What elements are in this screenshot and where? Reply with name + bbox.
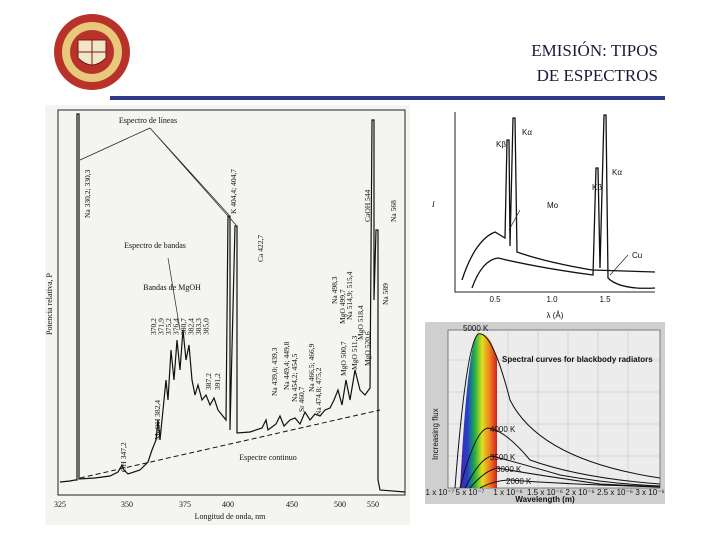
title-rule: [110, 96, 665, 100]
x-tick-label: 1.5 x 10⁻⁶: [527, 488, 563, 497]
x-axis-label: λ (Å): [547, 311, 564, 320]
x-axis-label: Wavelength (m): [515, 495, 575, 504]
peak-label: 391,2: [213, 373, 222, 390]
line-label: Kβ: [496, 140, 506, 149]
band-label: 380,7: [179, 318, 188, 335]
y-axis-label: I: [431, 200, 435, 209]
peak-label: MgO 518,4: [356, 305, 365, 340]
x-tick-label: 1 x 10⁻⁷: [426, 488, 455, 497]
x-tick-label: 2.5 x 10⁻⁶: [597, 488, 633, 497]
x-tick-label: 0.5: [489, 295, 501, 304]
x-tick-label: 375: [179, 500, 191, 509]
peak-label: Ca 422,7: [256, 235, 265, 262]
band-label: 376,4: [172, 318, 181, 335]
x-axis-label: Longitud de onda, nm: [195, 512, 266, 521]
peak-label: MgOH 382,4: [153, 400, 162, 440]
x-tick-label: 3 x 10⁻⁶: [635, 488, 664, 497]
peak-label: Na 474,8; 475,2: [314, 367, 323, 416]
peak-label: MgO 499,7: [338, 289, 347, 324]
x-tick-label: 500: [334, 500, 346, 509]
xray-figure: Kβ Kα Kβ Kα Mo Cu 0.5 1.0 1.5 λ (Å) I: [431, 112, 656, 320]
y-axis-label: Potencia relativa, P: [45, 272, 54, 335]
line-label: Cu: [632, 251, 642, 260]
x-tick-label: 5 x 10⁻⁷: [456, 488, 485, 497]
peak-label: Na 589: [381, 283, 390, 305]
curve-label: 4000 K: [490, 425, 516, 434]
x-tick-label: 450: [286, 500, 298, 509]
annotation: Espectro de líneas: [119, 116, 177, 125]
peak-label: OH 347,2: [119, 442, 128, 472]
peak-label: Na 466,5; 466,9: [307, 343, 316, 392]
peak-label: K 404,4; 404,7: [229, 169, 238, 214]
x-tick-label: 325: [54, 500, 66, 509]
annotation: Espectre continuo: [239, 453, 297, 462]
peak-label: Na 568: [389, 200, 398, 222]
x-tick-label: 2 x 10⁻⁶: [565, 488, 594, 497]
line-label: Mo: [547, 201, 559, 210]
x-tick-label: 350: [121, 500, 133, 509]
x-tick-label: 1.5: [599, 295, 611, 304]
annotation: Espectro de bandas: [124, 241, 186, 250]
y-axis-label: Increasing flux: [431, 408, 440, 460]
band-label: 383,3: [194, 318, 203, 335]
curve-label: 3500 K: [490, 453, 516, 462]
band-label: 385,0: [202, 318, 211, 335]
band-label: 371,9: [157, 318, 166, 335]
peak-label: Na 439,0; 439,3: [270, 347, 279, 396]
peak-label: CaOH 544: [363, 189, 372, 222]
peak-label: Na 454,2; 454,5: [290, 353, 299, 402]
line-label: Kα: [612, 168, 622, 177]
title-line: EMISIÓN: TIPOS: [531, 41, 658, 60]
peak-label: MgO 500,7: [339, 341, 348, 376]
line-label: Kβ: [592, 183, 602, 192]
curve-label: 3000 K: [496, 465, 522, 474]
x-tick-label: 400: [222, 500, 234, 509]
figure-title: Spectral curves for blackbody radiators: [502, 355, 653, 364]
line-label: Kα: [522, 128, 532, 137]
peak-label: Na 449,4; 449,8: [282, 341, 291, 390]
x-tick-label: 550: [367, 500, 379, 509]
peak-label: Na 330,2; 330,3: [83, 169, 92, 218]
annotation: Bandas de MgOH: [143, 283, 201, 292]
logo: [54, 14, 130, 90]
peak-label: Na 514,9; 515,4: [345, 271, 354, 320]
peak-label: MgO 520,6: [363, 331, 372, 366]
band-label: 382,4: [187, 318, 196, 335]
peak-label: 387,2: [204, 373, 213, 390]
peak-label: Sr 460,7: [297, 386, 306, 412]
band-label: 375,2: [164, 318, 173, 335]
title-line: DE ESPECTROS: [537, 66, 658, 85]
peak-label: MgO 511,3: [350, 335, 359, 370]
blackbody-figure: Spectral curves for blackbody radiators …: [425, 322, 665, 504]
emission-figure: Espectro de líneas Espectro de bandas Ba…: [45, 105, 410, 525]
band-label: 370,2: [149, 318, 158, 335]
curve-label: 5000 K: [463, 324, 489, 333]
x-tick-label: 1.0: [546, 295, 558, 304]
curve-label: 2000 K: [506, 477, 532, 486]
x-tick-label: 1 x 10⁻⁶: [493, 488, 522, 497]
peak-label: Na 498,3: [330, 276, 339, 304]
